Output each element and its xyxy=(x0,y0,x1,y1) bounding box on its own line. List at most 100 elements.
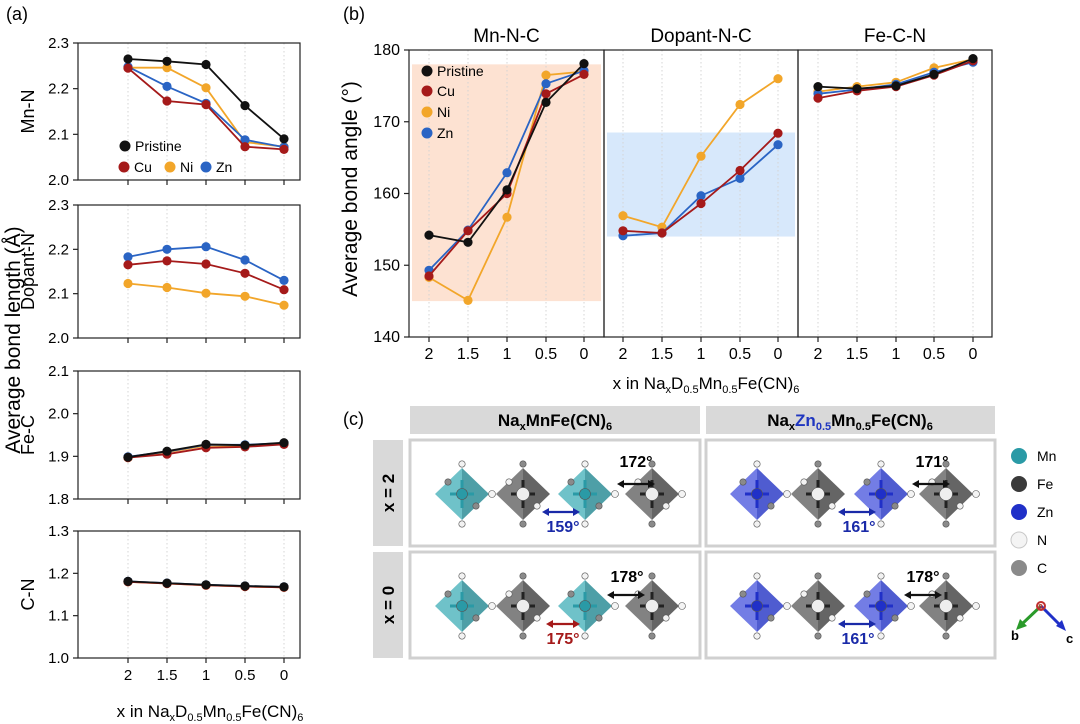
octahedron-face xyxy=(946,468,973,520)
data-point-pristine xyxy=(201,439,211,449)
metal-atom-fe xyxy=(811,599,825,613)
data-point-cu xyxy=(240,142,250,152)
ligand-atom xyxy=(753,572,761,580)
x-tick-label: 2 xyxy=(619,346,628,363)
octahedron-face xyxy=(946,580,973,632)
data-point-pristine xyxy=(123,576,133,587)
x-tick-label: 1.5 xyxy=(846,346,868,363)
data-point-zn xyxy=(773,140,783,150)
angle-arrow-r2c1-fe-head xyxy=(607,591,614,599)
octahedron-face xyxy=(881,468,908,520)
data-point-pristine xyxy=(123,452,133,462)
ligand-atom xyxy=(519,460,527,468)
legend-atom-label-mn: Mn xyxy=(1037,448,1056,464)
range-band xyxy=(607,132,795,237)
data-point-cu xyxy=(123,260,133,270)
angle-arrow-r1c1-fe-head xyxy=(648,480,655,488)
angle-arrow-r1c1-fe-head xyxy=(617,480,624,488)
bridge-atom xyxy=(611,490,619,498)
panel-a-label: (a) xyxy=(6,4,28,24)
ligand-atom xyxy=(891,502,899,510)
panel-c-label: (c) xyxy=(343,409,364,429)
angle-arrow-r1c2-fe-head xyxy=(912,480,919,488)
ligand-atom xyxy=(942,520,950,528)
data-point-pristine xyxy=(502,185,512,195)
plot-frame xyxy=(797,49,993,338)
bridge-atom xyxy=(972,602,980,610)
angle-label-r2c2-fe: 178° xyxy=(906,569,939,586)
ligand-atom xyxy=(863,478,871,486)
data-point-cu xyxy=(162,256,172,266)
metal-atom-fe xyxy=(645,599,659,613)
octahedron-face xyxy=(652,580,679,632)
octahedron-face xyxy=(558,468,585,520)
ligand-atom xyxy=(648,632,656,640)
ligand-atom xyxy=(444,590,452,598)
octahedron-face xyxy=(625,580,652,632)
ligand-atom xyxy=(891,614,899,622)
data-point-pristine xyxy=(240,440,250,450)
data-point-pristine xyxy=(279,438,289,448)
y-tick-label: 2.1 xyxy=(48,286,69,303)
ligand-atom xyxy=(458,460,466,468)
legend-label-zn: Zn xyxy=(216,159,232,175)
axis-a-label: a xyxy=(1038,601,1044,611)
bridge-atom xyxy=(783,490,791,498)
ligand-atom xyxy=(877,520,885,528)
ligand-atom xyxy=(648,460,656,468)
octahedron-face xyxy=(523,468,550,520)
data-point-zn xyxy=(240,255,250,265)
legend-label-pristine: Pristine xyxy=(437,63,484,79)
data-point-ni xyxy=(162,282,172,293)
angle-arrow-r2c1-mn-head xyxy=(546,620,553,628)
data-point-ni xyxy=(123,278,133,289)
data-point-cu xyxy=(813,93,823,103)
metal-atom-fe xyxy=(939,599,953,613)
subplot-dopant-n: 2.0 2.1 2.2 2.3 Dopant-N xyxy=(18,197,301,347)
y-tick-label: 2.0 xyxy=(48,406,69,423)
bridge-atom xyxy=(678,490,686,498)
legend-atom-fe xyxy=(1011,476,1027,492)
y-tick-label: 2.0 xyxy=(48,172,69,189)
data-point-ni xyxy=(618,211,628,221)
subplot-mn-n-c: 140 150 160 170 180 2 1.5 1 0.5 0 Mn-N-C xyxy=(373,26,605,363)
panel-b-xlabel: x in NaxD0.5Mn0.5Fe(CN)6 xyxy=(613,374,800,396)
ligand-atom xyxy=(767,614,775,622)
ligand-atom xyxy=(458,520,466,528)
y-tick-label: 2.3 xyxy=(48,35,69,52)
y-tick-label: 2.3 xyxy=(48,197,69,214)
octahedron-face xyxy=(791,580,818,632)
x-tick-label: 2 xyxy=(425,346,434,363)
crystal-axes: a b c xyxy=(1011,601,1073,646)
x-tick-label: 0 xyxy=(280,667,288,684)
plot-frame xyxy=(77,530,301,659)
octahedron-face xyxy=(652,468,679,520)
data-point-zn xyxy=(541,79,551,89)
octahedron-face xyxy=(462,468,489,520)
octahedron-face xyxy=(881,580,908,632)
plot-frame xyxy=(77,204,301,339)
subplot-c-n: 1.0 1.1 1.2 1.3 2 1.5 1 0.5 0 C-N xyxy=(18,523,301,684)
octahedron-face xyxy=(523,580,550,632)
ligand-atom xyxy=(956,614,964,622)
ligand-atom xyxy=(814,460,822,468)
octahedron-face xyxy=(496,580,523,632)
y-tick-label: 1.8 xyxy=(48,491,69,508)
angle-label-r1c2-mn: 161° xyxy=(842,519,875,536)
x-tick-label: 0.5 xyxy=(535,346,557,363)
legend-atom-zn xyxy=(1011,504,1027,520)
data-point-cu xyxy=(240,268,250,278)
data-point-pristine xyxy=(240,101,250,111)
subplot-fe-c: 1.8 1.9 2.0 2.1 Fe-C xyxy=(18,363,301,508)
y-tick-label: 150 xyxy=(373,257,400,274)
col-header-bg-2 xyxy=(706,406,995,434)
bridge-atom xyxy=(488,490,496,498)
octahedron-face xyxy=(585,580,612,632)
subplot-ylabel: Fe-C xyxy=(18,415,38,455)
y-tick-label: 170 xyxy=(373,114,400,131)
data-point-pristine xyxy=(279,582,289,592)
ligand-atom xyxy=(458,632,466,640)
ligand-atom xyxy=(662,614,670,622)
bridge-atom xyxy=(611,602,619,610)
